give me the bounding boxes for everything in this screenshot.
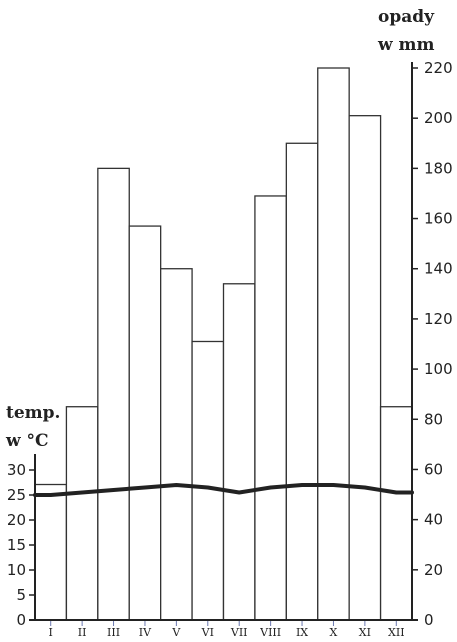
right-tick-label: 0 (424, 611, 434, 629)
month-label: II (78, 626, 87, 639)
month-label: XII (388, 626, 405, 639)
precip-bar-I (34, 483, 68, 621)
right-tick-label: 20 (424, 561, 443, 579)
right-tick-label: 220 (424, 59, 453, 77)
right-tick-label: 80 (424, 410, 443, 428)
precipitation-bars (34, 67, 413, 626)
right-tick-label: 180 (424, 159, 453, 177)
precip-bar-XII (379, 406, 413, 621)
right-tick-label: 160 (424, 210, 453, 228)
right-tick-label: 120 (424, 310, 453, 328)
month-label: III (107, 626, 120, 639)
month-label: VIII (259, 626, 281, 639)
precip-bar-II (65, 406, 99, 621)
precip-bar-V (160, 268, 193, 621)
right-tick-label: 40 (424, 511, 443, 529)
precip-bar-X (317, 67, 350, 621)
precip-bar-III (97, 167, 130, 621)
month-label: X (330, 626, 338, 639)
month-label: VII (230, 626, 248, 639)
precip-bar-VIII (254, 195, 287, 621)
left-tick-label: 5 (16, 586, 26, 604)
month-label: VI (201, 626, 214, 639)
right-tick-label: 200 (424, 109, 453, 127)
precip-bar-XI (348, 115, 382, 621)
temperature-line-layer (33, 483, 414, 497)
precip-bar-IX (285, 142, 319, 621)
axis-labels: opady w mm temp. w °C (5, 7, 435, 451)
axes (29, 62, 418, 621)
month-label: IX (296, 626, 308, 639)
left-axis-label-line1: temp. (6, 403, 60, 423)
precip-bar-VII (222, 283, 256, 621)
left-tick-label: 15 (7, 536, 26, 554)
month-label: V (171, 626, 181, 639)
left-tick-label: 10 (7, 561, 26, 579)
month-label: XI (359, 626, 371, 639)
right-tick-label: 60 (424, 460, 443, 478)
left-tick-label: 20 (7, 511, 26, 529)
left-tick-label: 25 (7, 486, 26, 504)
month-label: I (49, 626, 53, 639)
right-tick-label: 100 (424, 360, 453, 378)
precip-bar-IV (128, 225, 162, 621)
left-axis-label-line2: w °C (5, 431, 49, 451)
right-axis-label-line1: opady (378, 7, 435, 27)
tick-labels: 0 20 40 60 80 100 120 140 160 180 200 220 0 5 10 15 20 25… (7, 59, 453, 639)
left-tick-label: 30 (7, 461, 26, 479)
precip-bar-VI (191, 340, 225, 621)
right-axis-label-line2: w mm (377, 35, 435, 55)
left-tick-label: 0 (16, 611, 26, 629)
month-label: IV (139, 626, 152, 639)
right-tick-label: 140 (424, 260, 453, 278)
temperature-line (33, 483, 414, 497)
